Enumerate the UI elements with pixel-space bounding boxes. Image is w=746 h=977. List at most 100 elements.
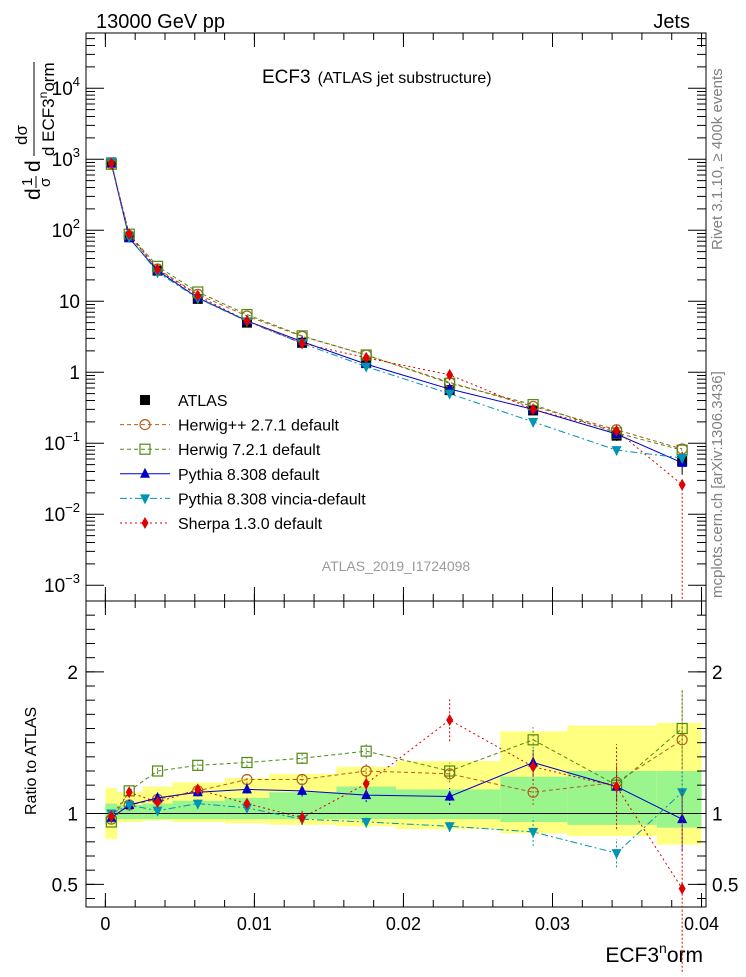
y-tick-label: 10−1 xyxy=(44,429,80,455)
series-5-ratio-marker xyxy=(298,811,306,824)
chart-title-main: ECF3 xyxy=(262,67,311,88)
x-tick-label: 0.04 xyxy=(684,914,719,934)
series-5-marker xyxy=(613,424,621,437)
ratio-tick-label-right: 2 xyxy=(712,663,723,684)
series-5-marker xyxy=(194,289,202,302)
x-tick-label: 0.02 xyxy=(386,914,421,934)
series-4-line xyxy=(110,161,683,459)
legend-label-5: Sherpa 1.3.0 default xyxy=(178,516,323,533)
analysis-id-label: ATLAS_2019_I1724098 xyxy=(322,558,471,574)
series-4-ratio-marker xyxy=(677,788,688,799)
ratio-plot-frame xyxy=(85,600,707,908)
y-tick-label: 10−3 xyxy=(44,571,80,597)
series-1-ratio-marker xyxy=(527,786,539,798)
ratio-tick-label: 0.5 xyxy=(52,875,78,896)
ratio-tick-label-right: 1 xyxy=(712,805,723,826)
chart-subtitle: (ATLAS jet substructure) xyxy=(318,70,492,87)
y-tick-label: 104 xyxy=(52,74,80,100)
ratio-y-axis-label: Ratio to ATLAS xyxy=(23,707,40,815)
y-tick-base: 10 xyxy=(52,221,73,242)
rivet-version-label: Rivet 3.1.10, ≥ 400k events xyxy=(709,68,726,250)
ratio-tick-label: 2 xyxy=(67,663,78,684)
y-tick-label: 10 xyxy=(59,292,80,313)
y-tick-base: 10 xyxy=(52,150,73,171)
y-label-sigma: σ xyxy=(37,177,54,187)
series-2-ratio-marker xyxy=(444,765,456,777)
x-tick-label: 0.03 xyxy=(535,914,570,934)
legend-marker-2 xyxy=(139,443,151,455)
series-2-ratio-marker xyxy=(676,722,688,735)
x-tick-label: 0 xyxy=(100,914,110,934)
series-5-ratio-marker xyxy=(154,796,162,809)
series-4-ratio-marker xyxy=(444,822,455,833)
main-y-axis-label: d 1 σ d dσ d ECF3norm xyxy=(12,62,58,200)
series-4-ratio-marker xyxy=(124,801,135,811)
series-2-ratio-marker xyxy=(360,745,372,757)
series-2-ratio-marker xyxy=(192,759,204,771)
y-tick-label: 103 xyxy=(52,145,80,171)
y-tick-exponent: −2 xyxy=(65,500,80,515)
series-2-ratio-line xyxy=(110,728,683,823)
legend-marker-0 xyxy=(140,395,150,405)
y-tick-base: 10 xyxy=(52,79,73,100)
header-jets-label: Jets xyxy=(653,11,690,33)
y-tick-label: 10−2 xyxy=(44,500,80,526)
series-4-marker xyxy=(361,362,372,373)
series-3-ratio-marker xyxy=(444,790,455,801)
series-5-line xyxy=(110,163,683,486)
series-5-ratio-marker xyxy=(107,810,115,823)
mcplots-source-label: mcplots.cern.ch [arXiv:1306.3436] xyxy=(709,371,726,598)
y-label-numerator: dσ xyxy=(12,125,31,145)
ratio-series-layer xyxy=(105,688,688,977)
x-axis-label: ECF3norm xyxy=(605,940,703,967)
legend-label-0: ATLAS xyxy=(178,393,228,410)
legend-label-3: Pythia 8.308 default xyxy=(178,467,320,484)
series-2-ratio-marker xyxy=(241,756,253,769)
y-tick-label: 102 xyxy=(52,216,80,242)
series-5-marker xyxy=(107,157,115,170)
y-tick-base: 10 xyxy=(44,576,65,597)
series-5-ratio-marker xyxy=(194,783,202,796)
y-tick-exponent: 4 xyxy=(73,74,80,89)
series-5-marker xyxy=(243,314,251,327)
series-5-marker xyxy=(298,337,306,350)
series-5-ratio-marker xyxy=(125,786,133,799)
y-tick-exponent: 2 xyxy=(73,216,80,231)
series-4-marker xyxy=(677,453,688,464)
series-2-ratio-marker xyxy=(296,752,308,764)
series-4-ratio-marker xyxy=(528,827,539,838)
series-4-marker xyxy=(528,417,539,428)
y-label-frac: 1 xyxy=(19,178,36,186)
y-label-denominator: d ECF3norm xyxy=(36,62,58,156)
series-5-ratio-marker xyxy=(362,777,370,790)
series-5-ratio-marker xyxy=(529,760,537,773)
y-tick-exponent: 3 xyxy=(73,145,80,160)
series-5-marker xyxy=(154,263,162,276)
axes: 0 0.01 0.02 0.03 0.0410−310−210−111010210310… xyxy=(44,33,738,934)
ratio-tick-label: 1 xyxy=(67,805,78,826)
ratio-band-green xyxy=(500,776,568,822)
series-4-marker xyxy=(444,389,455,400)
series-5-marker xyxy=(446,368,454,381)
series-4-marker xyxy=(611,446,622,457)
series-5-ratio-marker xyxy=(446,714,454,726)
header-energy-label: 13000 GeV pp xyxy=(96,11,225,33)
legend-marker-5 xyxy=(141,517,149,529)
legend-label-4: Pythia 8.308 vincia-default xyxy=(178,491,366,508)
series-4-ratio-marker xyxy=(611,849,622,860)
series-5-ratio-marker xyxy=(678,882,686,895)
series-4-ratio-marker xyxy=(192,799,203,810)
series-2-ratio-marker xyxy=(527,734,539,746)
main-series-layer xyxy=(105,157,688,601)
legend-label-1: Herwig++ 2.7.1 default xyxy=(178,418,340,435)
y-tick-exponent: −3 xyxy=(65,571,80,586)
series-5-marker xyxy=(362,351,370,364)
series-5-ratio-marker xyxy=(613,780,621,793)
series-1-ratio-marker xyxy=(296,773,308,786)
ratio-tick-label-right: 0.5 xyxy=(712,875,738,896)
x-tick-label: 0.01 xyxy=(237,914,272,934)
y-label-one-over-sigma: d xyxy=(22,188,45,200)
series-4-ratio-marker xyxy=(152,806,163,817)
